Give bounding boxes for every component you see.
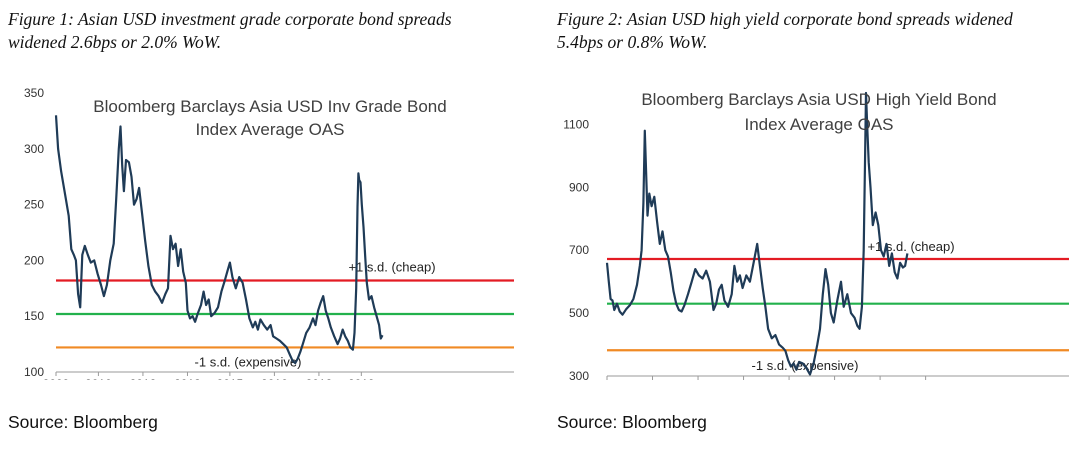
y-tick-label: 200 <box>24 253 44 267</box>
y-tick-label: 100 <box>24 365 44 379</box>
figure-caption-line1: Figure 1: Asian USD investment grade cor… <box>8 9 452 29</box>
x-tick-label: 2019 <box>348 377 375 380</box>
y-tick-label: 900 <box>569 180 589 194</box>
x-tick-label: 2018 <box>306 377 333 380</box>
source-note: Source: Bloomberg <box>8 412 158 432</box>
chart-title-line1: Bloomberg Barclays Asia USD Inv Grade Bo… <box>93 97 446 116</box>
y-tick-label: 700 <box>569 243 589 257</box>
figure-caption-line2: 5.4bps or 0.8% WoW. <box>557 32 708 52</box>
figure-caption-line1: Figure 2: Asian USD high yield corporate… <box>557 9 1013 29</box>
oas-series-line <box>605 91 909 376</box>
chart-title-line2: Index Average OAS <box>744 115 893 134</box>
figure-panel-ig: Figure 1: Asian USD investment grade cor… <box>0 0 540 466</box>
y-tick-label: 150 <box>24 309 44 323</box>
chart-title-line2: Index Average OAS <box>195 120 344 139</box>
y-tick-label: 1100 <box>563 117 589 131</box>
y-tick-label: 300 <box>24 142 44 156</box>
chart-hy-spreads: 3005007009001100201020112013201420162017… <box>563 90 1069 380</box>
figure-caption-line2: widened 2.6bps or 2.0% WoW. <box>8 32 222 52</box>
x-tick-label: 2016 <box>261 377 288 380</box>
y-tick-label: 250 <box>24 198 44 212</box>
oas-series-line <box>54 115 384 365</box>
figure-panel-hy: Figure 2: Asian USD high yield corporate… <box>549 0 1087 466</box>
reference-line-label: -1 s.d. (expensive) <box>195 354 302 369</box>
y-tick-label: 500 <box>569 306 589 320</box>
reference-line-label: +1 s.d. (cheap) <box>867 239 954 254</box>
chart-title-line1: Bloomberg Barclays Asia USD High Yield B… <box>641 90 996 109</box>
y-tick-label: 300 <box>569 369 589 380</box>
x-tick-label: 2013 <box>174 377 201 380</box>
x-tick-label: 2010 <box>85 377 112 380</box>
figure-caption-hy: Figure 2: Asian USD high yield corporate… <box>557 8 1085 54</box>
figure-caption-ig: Figure 1: Asian USD investment grade cor… <box>8 8 536 54</box>
y-tick-label: 350 <box>24 86 44 100</box>
source-note: Source: Bloomberg <box>557 412 707 432</box>
reference-line-label: +1 s.d. (cheap) <box>348 259 435 274</box>
x-tick-label: 2009 <box>43 377 70 380</box>
chart-ig-spreads: 100 150 200 250 300 350 2009 2010 2012 2013 2015 20… <box>24 86 514 380</box>
x-tick-label: 2015 <box>217 377 244 380</box>
x-tick-label: 2012 <box>130 377 157 380</box>
